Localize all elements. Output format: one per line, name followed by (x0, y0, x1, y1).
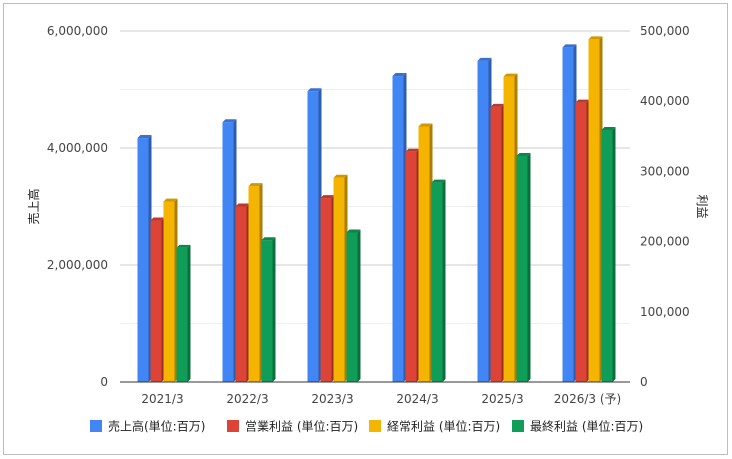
bar-2-6 (575, 99, 590, 382)
x-tick-label: 2024/3 (396, 392, 438, 406)
bar-2-2 (235, 203, 250, 382)
right-tick-label: 100,000 (640, 305, 690, 319)
legend-label: 経常利益 (単位:百万) (387, 419, 500, 434)
bar-4-3 (346, 229, 361, 382)
bar-1-6 (562, 44, 577, 382)
legend-entry-4: 最終利益 (単位:百万) (512, 419, 643, 434)
bar-3-5 (503, 73, 518, 382)
right-tick-label: 500,000 (640, 24, 690, 38)
bar-3-2 (248, 183, 263, 382)
bar-2-4 (405, 148, 420, 382)
right-axis-title: 利益 (695, 194, 709, 218)
legend-entry-1: 売上高(単位:百万) (90, 419, 205, 434)
right-tick-label: 300,000 (640, 164, 690, 178)
x-tick-label: 2023/3 (311, 392, 353, 406)
legend-entry-2: 営業利益 (単位:百万) (227, 419, 358, 434)
gridlines (120, 30, 630, 324)
legend-swatch (512, 420, 524, 432)
bars (137, 36, 616, 383)
bar-2-3 (320, 195, 335, 382)
bar-1-2 (222, 119, 237, 382)
bar-4-6 (601, 126, 616, 383)
bar-1-4 (392, 73, 407, 383)
left-tick-label: 0 (100, 375, 108, 389)
x-tick-label: 2026/3 (予) (554, 392, 621, 406)
legend-label: 売上高(単位:百万) (108, 419, 205, 434)
right-tick-label: 200,000 (640, 235, 690, 249)
left-tick-label: 2,000,000 (47, 258, 108, 272)
right-tick-label: 400,000 (640, 94, 690, 108)
bar-3-3 (333, 174, 348, 382)
x-tick-label: 2022/3 (226, 392, 268, 406)
left-tick-label: 4,000,000 (47, 141, 108, 155)
bar-1-1 (137, 135, 152, 382)
bar-3-1 (163, 198, 178, 382)
left-axis-title: 売上高 (26, 188, 41, 224)
legend-swatch (369, 420, 381, 432)
bar-1-5 (477, 57, 492, 383)
bar-4-5 (516, 152, 531, 382)
right-tick-label: 0 (640, 375, 648, 389)
legend-entry-3: 経常利益 (単位:百万) (369, 419, 500, 434)
legend-swatch (227, 420, 239, 432)
bar-1-3 (307, 88, 322, 382)
legend: 売上高(単位:百万) 営業利益 (単位:百万) 経常利益 (単位:百万) 最終利益 (… (90, 419, 643, 434)
bar-3-6 (588, 36, 603, 382)
right-axis-ticks: 0 100,000 200,000 300,000 400,000 500,000 (640, 24, 690, 389)
x-axis-ticks: 2021/3 2022/3 2023/3 2024/3 2025/3 2026/3 (予) (141, 392, 621, 406)
bar-4-4 (431, 179, 446, 382)
bar-2-5 (490, 103, 505, 382)
legend-label: 最終利益 (単位:百万) (530, 419, 643, 434)
legend-swatch (90, 420, 102, 432)
bar-2-1 (150, 217, 165, 382)
left-tick-label: 6,000,000 (47, 24, 108, 38)
bar-4-2 (261, 237, 276, 382)
x-tick-label: 2021/3 (141, 392, 183, 406)
left-axis-ticks: 0 2,000,000 4,000,000 6,000,000 (47, 24, 108, 389)
legend-label: 営業利益 (単位:百万) (245, 419, 358, 434)
bar-3-4 (418, 123, 433, 383)
x-tick-label: 2025/3 (481, 392, 523, 406)
bar-4-1 (176, 244, 191, 382)
